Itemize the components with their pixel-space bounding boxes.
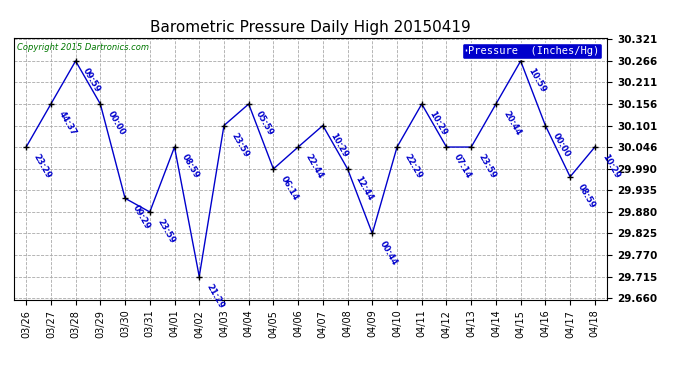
Text: 23:59: 23:59 [155, 217, 177, 245]
Text: 23:59: 23:59 [477, 153, 498, 180]
Text: 00:00: 00:00 [106, 110, 127, 137]
Text: 09:29: 09:29 [130, 204, 152, 231]
Text: 10:29: 10:29 [328, 131, 350, 159]
Text: 23:29: 23:29 [32, 153, 53, 180]
Text: 00:44: 00:44 [378, 239, 399, 267]
Text: 10:29: 10:29 [600, 153, 622, 180]
Text: 00:00: 00:00 [551, 131, 572, 158]
Text: 07:14: 07:14 [452, 153, 473, 180]
Title: Barometric Pressure Daily High 20150419: Barometric Pressure Daily High 20150419 [150, 20, 471, 35]
Text: 08:59: 08:59 [575, 182, 597, 210]
Text: 05:59: 05:59 [254, 110, 275, 137]
Text: 22:44: 22:44 [304, 153, 325, 180]
Text: 06:14: 06:14 [279, 174, 300, 202]
Text: 12:44: 12:44 [353, 174, 375, 202]
Text: 23:59: 23:59 [230, 131, 250, 159]
Text: 08:59: 08:59 [180, 153, 201, 180]
Text: 22:29: 22:29 [402, 153, 424, 180]
Legend: Pressure  (Inches/Hg): Pressure (Inches/Hg) [462, 43, 602, 59]
Text: 10:29: 10:29 [427, 110, 449, 137]
Text: Copyright 2015 Dartronics.com: Copyright 2015 Dartronics.com [17, 43, 149, 52]
Text: 44:37: 44:37 [57, 110, 77, 137]
Text: 20:44: 20:44 [502, 110, 522, 137]
Text: 21:29: 21:29 [205, 282, 226, 310]
Text: 10:59: 10:59 [526, 66, 547, 94]
Text: 09:59: 09:59 [81, 66, 102, 94]
